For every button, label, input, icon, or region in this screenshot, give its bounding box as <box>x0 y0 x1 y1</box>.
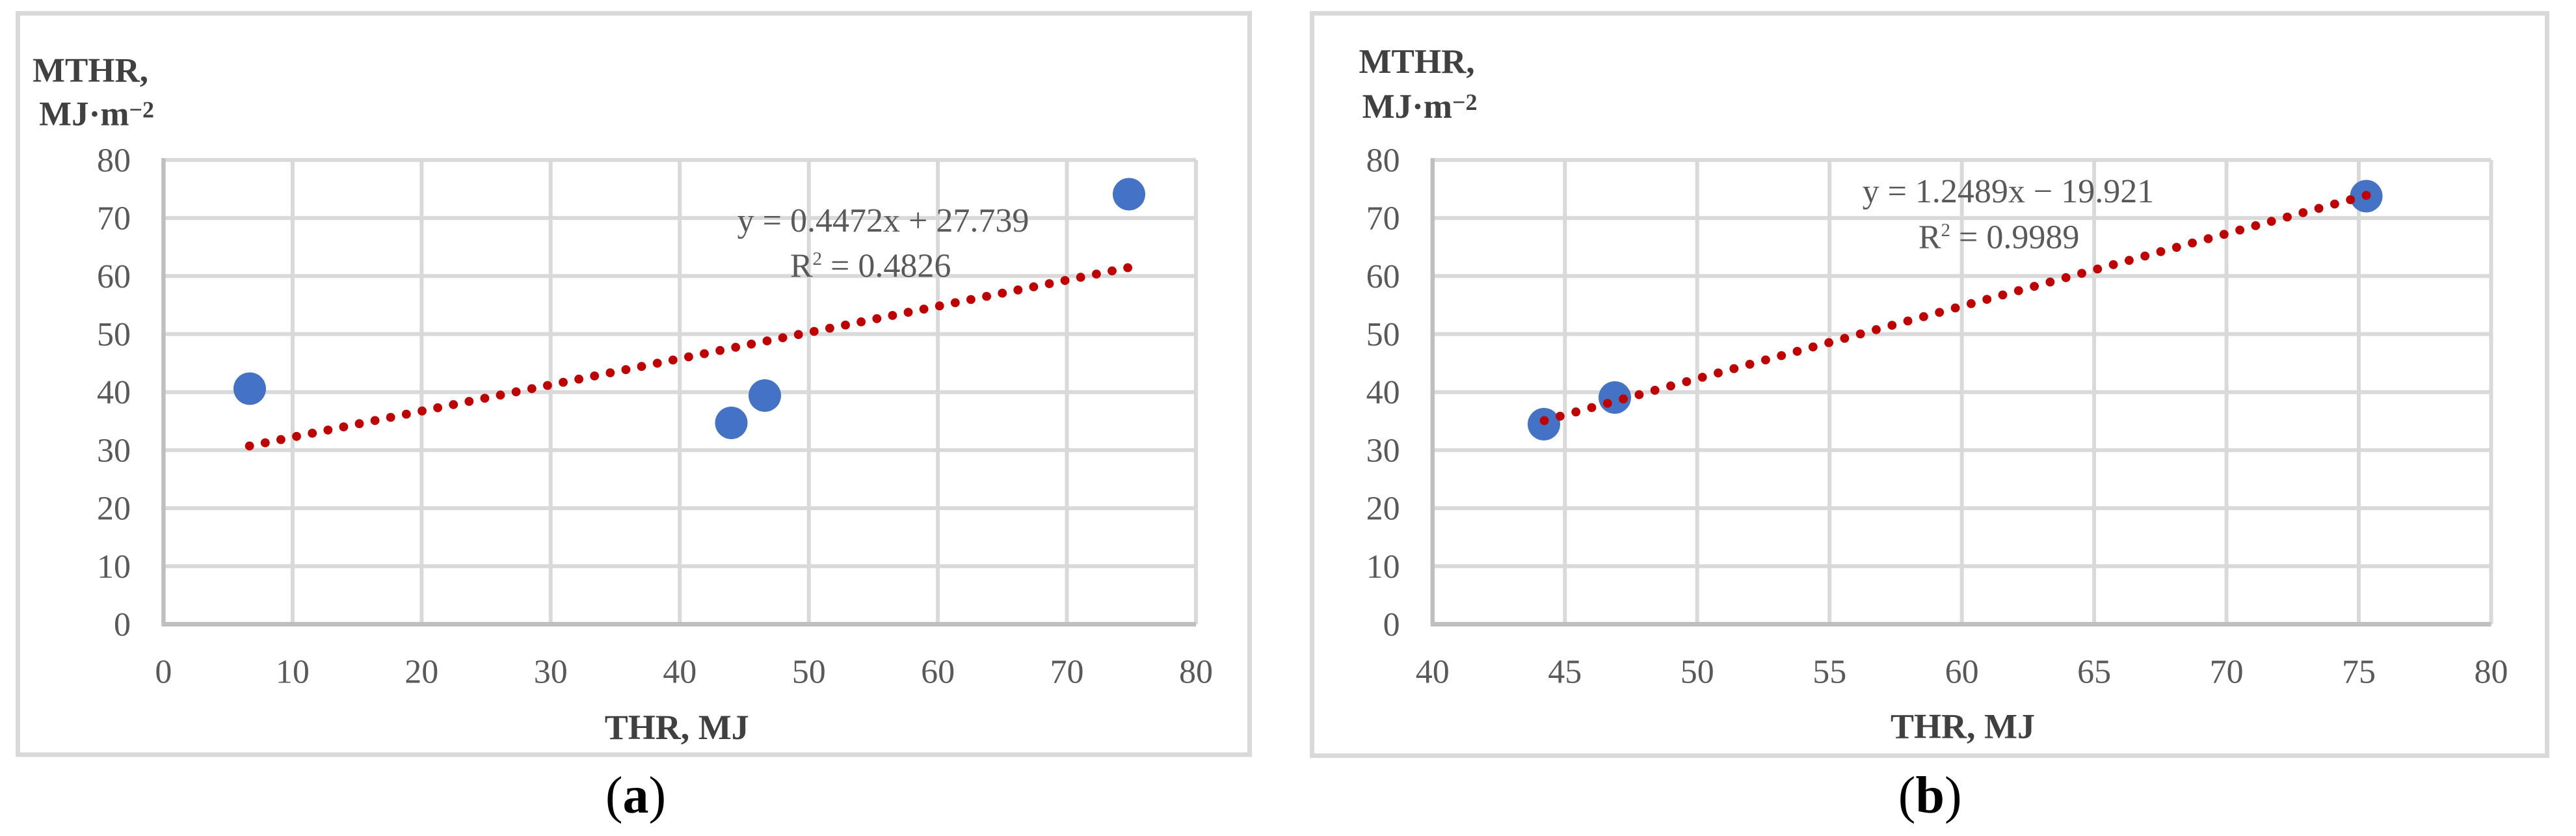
svg-text:70: 70 <box>1050 654 1084 691</box>
svg-text:THR, MJ: THR, MJ <box>1891 707 2035 746</box>
svg-text:0: 0 <box>155 654 172 691</box>
svg-text:30: 30 <box>97 432 131 469</box>
svg-text:70: 70 <box>1366 200 1400 237</box>
svg-text:(a): (a) <box>605 767 666 824</box>
svg-text:50: 50 <box>792 654 826 691</box>
svg-text:60: 60 <box>921 654 955 691</box>
svg-text:y = 1.2489x − 19.921: y = 1.2489x − 19.921 <box>1863 173 2155 210</box>
svg-text:70: 70 <box>97 200 131 237</box>
svg-text:80: 80 <box>97 142 131 179</box>
svg-text:45: 45 <box>1548 654 1582 691</box>
svg-text:MTHR,: MTHR, <box>1359 43 1475 81</box>
svg-text:80: 80 <box>1179 654 1213 691</box>
svg-text:0: 0 <box>1383 606 1400 643</box>
svg-text:50: 50 <box>1366 316 1400 353</box>
svg-text:(b): (b) <box>1898 767 1962 824</box>
svg-text:20: 20 <box>405 654 438 691</box>
svg-text:65: 65 <box>2077 654 2111 691</box>
svg-text:0: 0 <box>114 606 131 643</box>
svg-text:75: 75 <box>2342 654 2376 691</box>
svg-text:70: 70 <box>2210 654 2244 691</box>
svg-text:40: 40 <box>97 374 131 411</box>
svg-text:y = 0.4472x + 27.739: y = 0.4472x + 27.739 <box>737 202 1029 239</box>
svg-text:55: 55 <box>1812 654 1846 691</box>
svg-text:50: 50 <box>1680 654 1714 691</box>
svg-text:20: 20 <box>97 491 131 528</box>
svg-text:THR, MJ: THR, MJ <box>605 708 749 747</box>
svg-text:60: 60 <box>1945 654 1979 691</box>
svg-text:MJ·m−2: MJ·m−2 <box>39 96 154 133</box>
svg-text:10: 10 <box>1366 548 1400 586</box>
svg-text:10: 10 <box>276 654 310 691</box>
svg-text:30: 30 <box>1366 432 1400 469</box>
svg-text:MTHR,: MTHR, <box>33 52 148 90</box>
svg-text:60: 60 <box>1366 258 1400 295</box>
svg-text:40: 40 <box>1366 374 1400 411</box>
svg-text:50: 50 <box>97 316 131 353</box>
svg-text:40: 40 <box>1416 654 1450 691</box>
svg-text:30: 30 <box>534 654 568 691</box>
svg-text:20: 20 <box>1366 491 1400 528</box>
svg-text:80: 80 <box>1366 142 1400 179</box>
svg-text:60: 60 <box>97 258 131 295</box>
svg-text:80: 80 <box>2475 654 2508 691</box>
svg-text:10: 10 <box>97 548 131 586</box>
svg-text:40: 40 <box>663 654 697 691</box>
